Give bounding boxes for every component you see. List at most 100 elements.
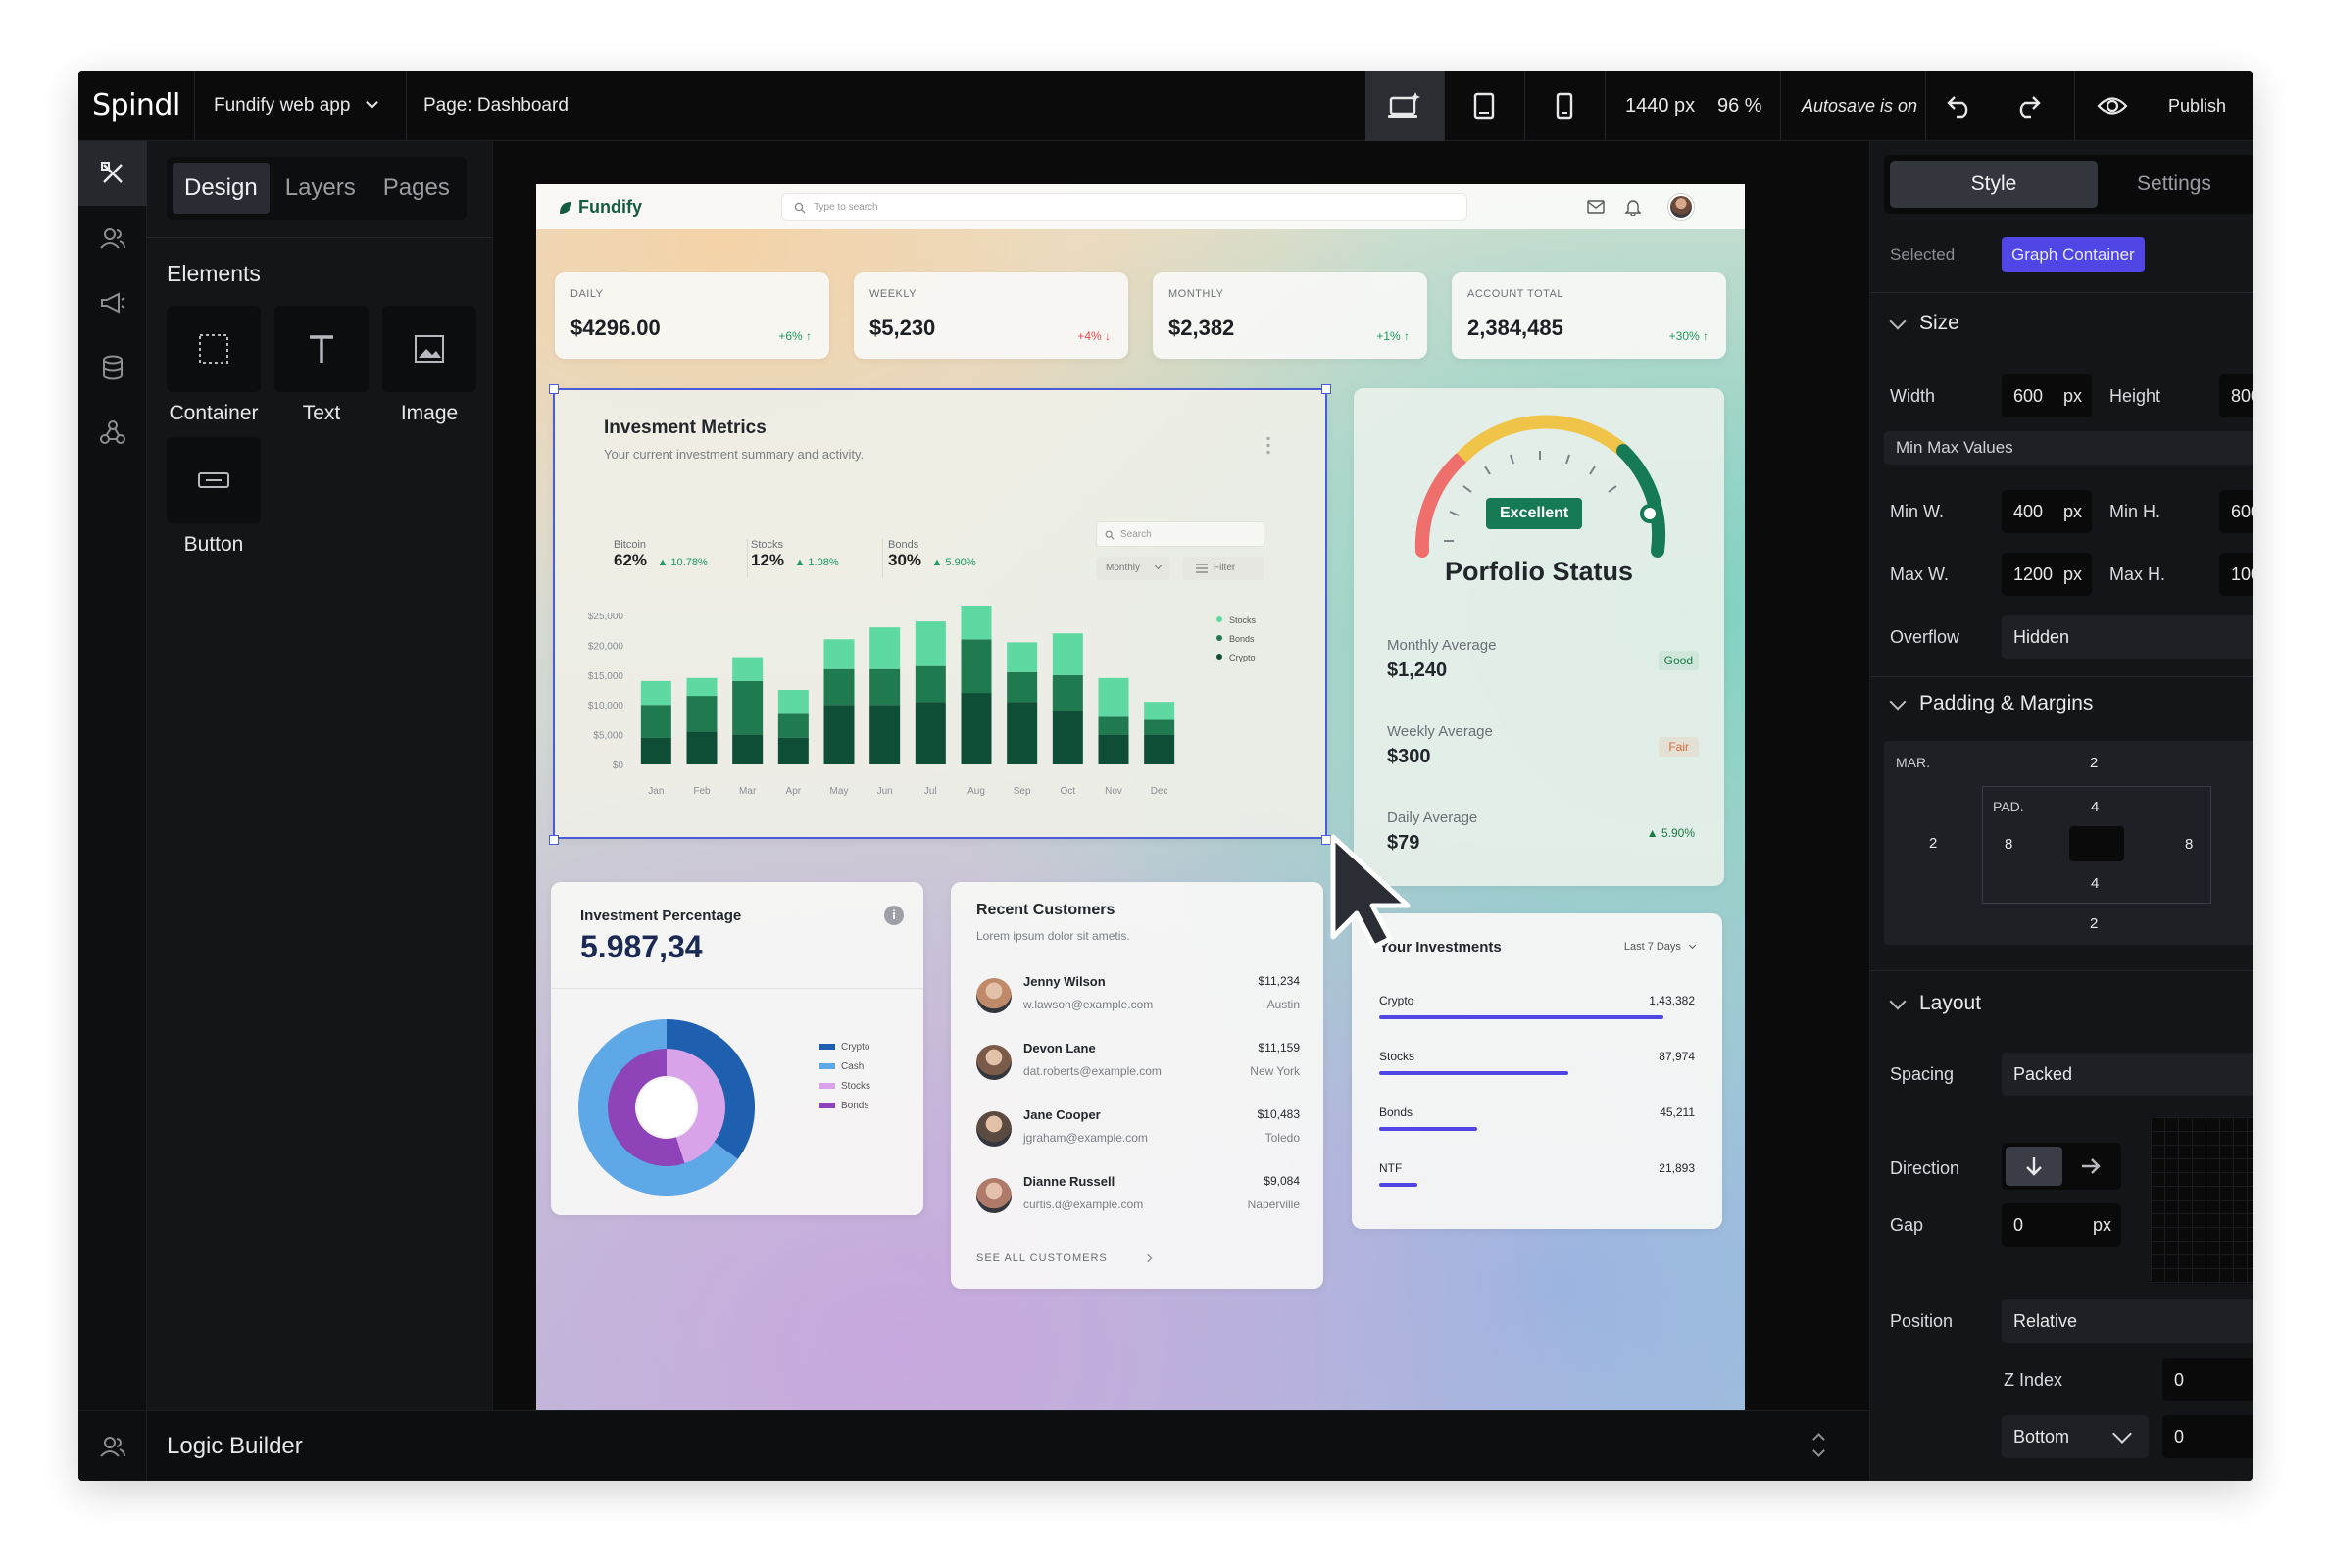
element-container-tile[interactable] — [167, 306, 261, 392]
graph-container[interactable]: Invesment Metrics Your current investmen… — [553, 388, 1327, 839]
rail-design-button[interactable] — [78, 141, 147, 206]
max-height-input[interactable]: 1000px — [2219, 553, 2253, 596]
overflow-select[interactable]: Hidden — [2002, 615, 2253, 659]
expand-toggle-icon[interactable] — [1811, 1431, 1827, 1460]
avatar[interactable] — [1668, 194, 1694, 220]
resize-handle-tr[interactable] — [1321, 384, 1331, 394]
dashboard-search-input[interactable]: Type to search — [781, 193, 1467, 220]
gap-input[interactable]: 0 px — [2002, 1203, 2121, 1247]
x-tick-label: Jan — [648, 786, 664, 797]
tab-pages[interactable]: Pages — [382, 174, 450, 201]
chart-search-input[interactable]: Search — [1096, 521, 1264, 547]
anchor-value-input[interactable]: 0% — [2162, 1415, 2253, 1458]
rail-webhooks-button[interactable] — [78, 400, 147, 465]
margin-bottom-value[interactable]: 2 — [2090, 915, 2099, 932]
page-preview: Fundify Type to search DAILY $4296.00 +6… — [536, 184, 1745, 1410]
element-image-tile[interactable] — [382, 306, 476, 392]
mail-icon[interactable] — [1587, 200, 1605, 214]
selected-element-badge[interactable]: Graph Container — [2002, 237, 2145, 272]
spacing-select[interactable]: Packed — [2002, 1053, 2253, 1096]
position-select[interactable]: Relative — [2002, 1299, 2253, 1343]
min-max-values-header: Min Max Values — [1884, 431, 2253, 465]
page-selector[interactable]: Page: Dashboard — [423, 95, 569, 116]
customer-row[interactable]: Devon Lane dat.roberts@example.com $11,159… — [976, 1035, 1300, 1086]
fundify-logo[interactable]: Fundify — [558, 197, 642, 218]
customer-row[interactable]: Dianne Russell curtis.d@example.com $9,084… — [976, 1168, 1300, 1219]
avatar — [976, 1178, 1012, 1213]
see-all-customers-link[interactable]: SEE ALL CUSTOMERS — [976, 1252, 1153, 1264]
resize-handle-bl[interactable] — [549, 835, 559, 845]
height-input[interactable]: 800px — [2219, 374, 2253, 417]
customer-row[interactable]: Jane Cooper jgraham@example.com $10,483 Tol… — [976, 1102, 1300, 1152]
max-height-label: Max H. — [2109, 564, 2166, 584]
x-tick-label: Oct — [1061, 786, 1076, 797]
tab-layers[interactable]: Layers — [284, 174, 356, 201]
investment-row: Crypto 1,43,382 — [1379, 994, 1695, 1033]
more-options-icon[interactable] — [1266, 435, 1270, 457]
stat-card-account-total: ACCOUNT TOTAL 2,384,485 +30% ↑ — [1452, 272, 1726, 359]
layout-section-title[interactable]: Layout — [1919, 992, 1982, 1014]
direction-horizontal-button[interactable] — [2062, 1147, 2119, 1186]
rail-database-button[interactable] — [78, 335, 147, 400]
min-width-input[interactable]: 400 px — [2002, 490, 2092, 533]
element-text-tile[interactable] — [274, 306, 369, 392]
tab-style[interactable]: Style — [1890, 161, 2098, 208]
padding-top-value[interactable]: 4 — [2091, 799, 2100, 815]
element-button-tile[interactable] — [167, 437, 261, 523]
investment-value: 45,211 — [1660, 1105, 1695, 1119]
padding-bottom-value[interactable]: 4 — [2091, 875, 2100, 892]
period-select[interactable]: Monthly — [1096, 557, 1170, 580]
database-icon — [103, 355, 123, 380]
logic-builder-label[interactable]: Logic Builder — [167, 1433, 303, 1459]
size-collapse-icon[interactable] — [1889, 313, 1907, 330]
customers-subtitle: Lorem ipsum dolor sit ametis. — [976, 929, 1130, 943]
device-mobile-button[interactable] — [1524, 71, 1605, 141]
device-tablet-button[interactable] — [1444, 71, 1524, 141]
layout-collapse-icon[interactable] — [1889, 993, 1907, 1010]
rail-users-button[interactable] — [78, 206, 147, 270]
min-height-label: Min H. — [2109, 502, 2161, 521]
device-desktop-button[interactable] — [1365, 71, 1444, 141]
margin-left-value[interactable]: 2 — [1929, 835, 1938, 852]
y-tick-label: $0 — [613, 760, 624, 771]
app-logo[interactable]: Spindl — [92, 88, 180, 122]
user-settings-icon[interactable] — [78, 1410, 147, 1481]
bar-segment — [1144, 719, 1175, 735]
padding-left-value[interactable]: 8 — [2005, 836, 2013, 853]
z-index-input[interactable]: 0px — [2162, 1358, 2253, 1401]
rail-marketing-button[interactable] — [78, 270, 147, 335]
undo-button[interactable] — [1925, 71, 1994, 141]
resize-handle-tl[interactable] — [549, 384, 559, 394]
right-panel: Style Settings Selected Graph Container … — [1869, 141, 2253, 1481]
width-input[interactable]: 600 px — [2002, 374, 2092, 417]
customer-row[interactable]: Jenny Wilson w.lawson@example.com $11,234 A… — [976, 968, 1300, 1019]
publish-button[interactable]: Publish — [2168, 96, 2227, 116]
filter-button[interactable]: Filter — [1182, 557, 1264, 580]
portfolio-status-card: Excellent Porfolio Status Monthly Averag… — [1354, 388, 1724, 886]
alignment-grid[interactable] — [2151, 1117, 2253, 1284]
redo-button[interactable] — [1994, 71, 2062, 141]
preview-button[interactable] — [2078, 71, 2147, 141]
zoom-level[interactable]: 96 % — [1717, 95, 1762, 117]
project-selector[interactable]: Fundify web app — [214, 71, 378, 141]
customer-name: Devon Lane — [1023, 1041, 1096, 1055]
investments-period-select[interactable]: Last 7 Days — [1624, 941, 1697, 953]
bell-icon[interactable] — [1625, 198, 1641, 216]
left-rail — [78, 141, 147, 1481]
size-section-title[interactable]: Size — [1919, 312, 1959, 334]
canvas-width[interactable]: 1440 px — [1625, 95, 1696, 117]
margin-top-value[interactable]: 2 — [2090, 755, 2099, 771]
daily-average: Daily Average $79 — [1387, 809, 1478, 854]
investment-name: Crypto — [1379, 994, 1414, 1007]
tab-design[interactable]: Design — [173, 163, 270, 214]
padding-section-title[interactable]: Padding & Margins — [1919, 692, 2094, 714]
padding-collapse-icon[interactable] — [1889, 693, 1907, 710]
anchor-select[interactable]: Bottom — [2002, 1415, 2149, 1458]
padding-right-value[interactable]: 8 — [2185, 836, 2194, 853]
max-width-input[interactable]: 1200 px — [2002, 553, 2092, 596]
info-icon[interactable]: i — [884, 906, 904, 925]
direction-vertical-button[interactable] — [2006, 1147, 2062, 1186]
padding-box: PAD. 4 8 8 4 — [1982, 786, 2211, 904]
tab-settings[interactable]: Settings — [2137, 172, 2211, 195]
